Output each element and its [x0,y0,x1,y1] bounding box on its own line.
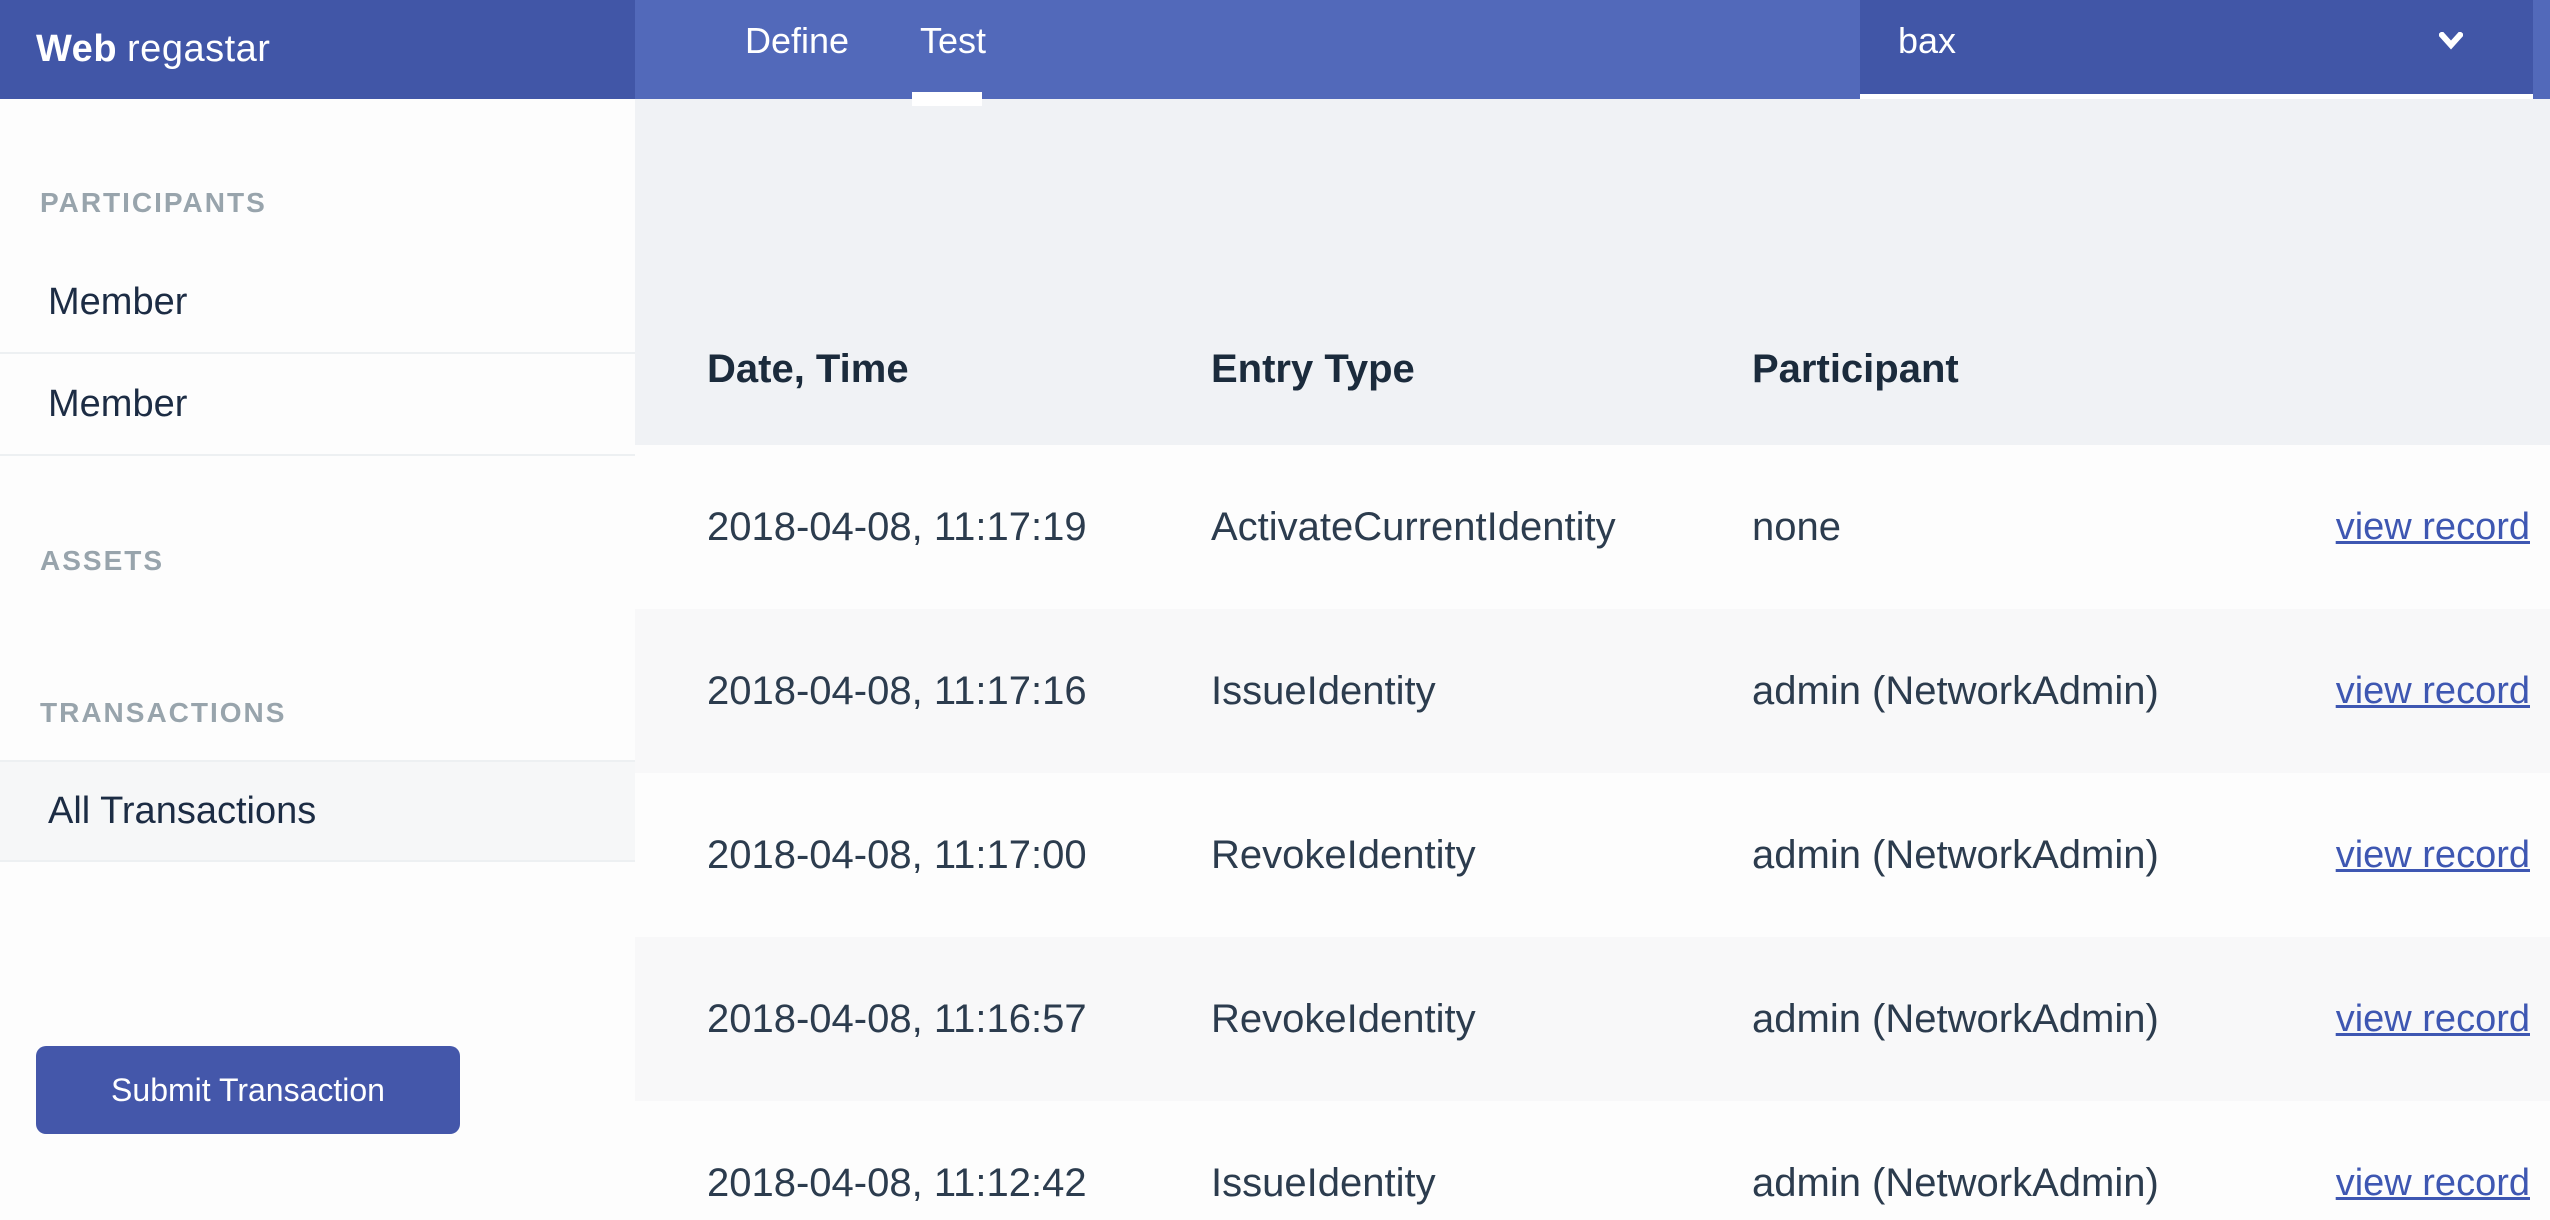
table-row: 2018-04-08, 11:17:16 IssueIdentity admin… [635,609,2550,773]
column-header-participant: Participant [1752,346,1959,391]
identity-dropdown[interactable]: bax [1860,0,2533,99]
sidebar-item-all-transactions[interactable]: All Transactions [0,760,635,862]
submit-transaction-button[interactable]: Submit Transaction [36,1046,460,1134]
active-tab-indicator [912,92,982,106]
cell-entry-type: RevokeIdentity [1211,832,1476,877]
sidebar: PARTICIPANTS Member Member ASSETS TRANSA… [0,99,635,1220]
app-title: Web regastar [36,28,270,71]
top-header: Web regastar Define Test bax [0,0,2550,99]
cell-entry-type: RevokeIdentity [1211,996,1476,1041]
sidebar-section-participants: PARTICIPANTS [40,187,267,218]
cell-entry-type: IssueIdentity [1211,1160,1436,1205]
app-brand-block: Web regastar [0,0,635,99]
app-title-bold: Web [36,28,118,70]
tab-define[interactable]: Define [745,20,850,61]
column-header-entry-type: Entry Type [1211,346,1415,391]
view-record-link[interactable]: view record [2335,1161,2530,1204]
view-record-link[interactable]: view record [2335,833,2530,876]
column-header-date-time: Date, Time [707,346,909,391]
cell-datetime: 2018-04-08, 11:17:00 [707,832,1087,877]
identity-dropdown-value: bax [1898,20,1957,61]
table-row: 2018-04-08, 11:16:57 RevokeIdentity admi… [635,937,2550,1101]
cell-participant: admin (NetworkAdmin) [1752,668,2159,713]
table-row: 2018-04-08, 11:12:42 IssueIdentity admin… [635,1101,2550,1220]
view-record-link[interactable]: view record [2335,997,2530,1040]
sidebar-item-member-1[interactable]: Member [0,252,635,354]
cell-datetime: 2018-04-08, 11:17:16 [707,668,1087,713]
table-row: 2018-04-08, 11:17:19 ActivateCurrentIden… [635,445,2550,609]
cell-participant: admin (NetworkAdmin) [1752,1160,2159,1205]
cell-entry-type: IssueIdentity [1211,668,1436,713]
cell-participant: admin (NetworkAdmin) [1752,996,2159,1041]
cell-datetime: 2018-04-08, 11:12:42 [707,1160,1087,1205]
cell-entry-type: ActivateCurrentIdentity [1211,504,1616,549]
sidebar-section-assets: ASSETS [40,545,165,576]
cell-datetime: 2018-04-08, 11:16:57 [707,996,1087,1041]
view-record-link[interactable]: view record [2335,505,2530,548]
sidebar-section-transactions: TRANSACTIONS [40,697,287,728]
transaction-history-panel: Date, Time Entry Type Participant 2018-0… [635,99,2550,1220]
sidebar-item-member-2[interactable]: Member [0,354,635,456]
app-title-rest: regastar [127,28,271,70]
table-header-row: Date, Time Entry Type Participant [635,339,2550,399]
tab-test[interactable]: Test [920,20,987,61]
view-record-link[interactable]: view record [2335,669,2530,712]
cell-participant: none [1752,504,1841,549]
cell-participant: admin (NetworkAdmin) [1752,832,2159,877]
chevron-down-icon [2437,30,2465,50]
cell-datetime: 2018-04-08, 11:17:19 [707,504,1087,549]
table-row: 2018-04-08, 11:17:00 RevokeIdentity admi… [635,773,2550,937]
